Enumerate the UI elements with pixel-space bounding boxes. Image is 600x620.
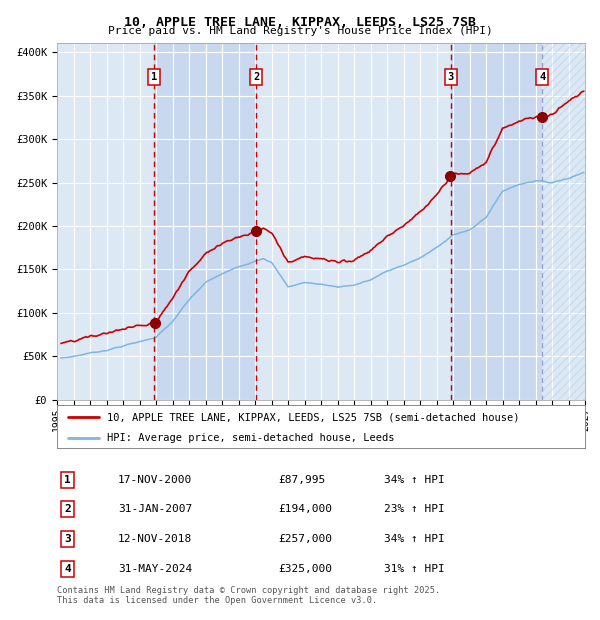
Text: £87,995: £87,995 bbox=[279, 475, 326, 485]
Text: 1: 1 bbox=[64, 475, 71, 485]
Text: 23% ↑ HPI: 23% ↑ HPI bbox=[385, 504, 445, 515]
Bar bbox=[154, 43, 256, 400]
Text: £325,000: £325,000 bbox=[279, 564, 333, 574]
Text: 2: 2 bbox=[253, 73, 259, 82]
Text: 31% ↑ HPI: 31% ↑ HPI bbox=[385, 564, 445, 574]
Text: 31-MAY-2024: 31-MAY-2024 bbox=[118, 564, 192, 574]
Text: Price paid vs. HM Land Registry's House Price Index (HPI): Price paid vs. HM Land Registry's House … bbox=[107, 26, 493, 36]
Text: Contains HM Land Registry data © Crown copyright and database right 2025.
This d: Contains HM Land Registry data © Crown c… bbox=[57, 586, 440, 605]
Text: HPI: Average price, semi-detached house, Leeds: HPI: Average price, semi-detached house,… bbox=[107, 433, 395, 443]
Text: 3: 3 bbox=[448, 73, 454, 82]
Bar bbox=[542, 43, 585, 400]
Text: 10, APPLE TREE LANE, KIPPAX, LEEDS, LS25 7SB: 10, APPLE TREE LANE, KIPPAX, LEEDS, LS25… bbox=[124, 16, 476, 29]
Text: 34% ↑ HPI: 34% ↑ HPI bbox=[385, 534, 445, 544]
Bar bbox=[451, 43, 542, 400]
Text: 1: 1 bbox=[151, 73, 157, 82]
Text: 4: 4 bbox=[64, 564, 71, 574]
Text: 12-NOV-2018: 12-NOV-2018 bbox=[118, 534, 192, 544]
Text: £194,000: £194,000 bbox=[279, 504, 333, 515]
Text: 17-NOV-2000: 17-NOV-2000 bbox=[118, 475, 192, 485]
Text: 34% ↑ HPI: 34% ↑ HPI bbox=[385, 475, 445, 485]
Text: £257,000: £257,000 bbox=[279, 534, 333, 544]
Text: 31-JAN-2007: 31-JAN-2007 bbox=[118, 504, 192, 515]
Text: 10, APPLE TREE LANE, KIPPAX, LEEDS, LS25 7SB (semi-detached house): 10, APPLE TREE LANE, KIPPAX, LEEDS, LS25… bbox=[107, 412, 520, 422]
Bar bbox=[542, 43, 585, 400]
Text: 2: 2 bbox=[64, 504, 71, 515]
Text: 4: 4 bbox=[539, 73, 545, 82]
Text: 3: 3 bbox=[64, 534, 71, 544]
